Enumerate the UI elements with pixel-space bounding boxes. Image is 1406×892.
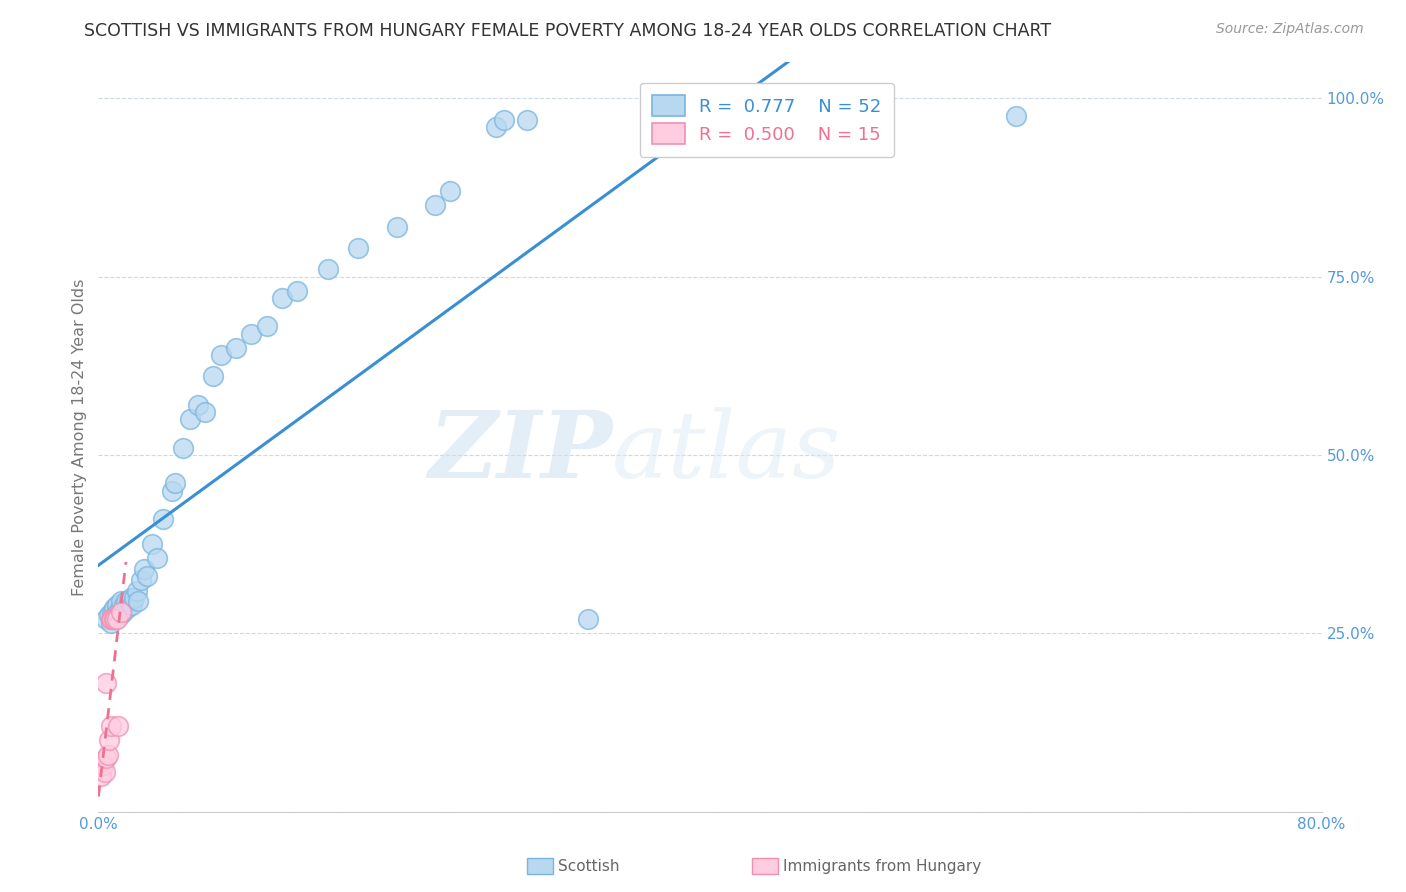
Point bbox=[145, 551, 167, 566]
Point bbox=[120, 591, 142, 605]
Point bbox=[136, 569, 159, 583]
Point bbox=[105, 612, 128, 626]
Point bbox=[91, 758, 114, 772]
Point bbox=[101, 605, 124, 619]
Point bbox=[423, 198, 446, 212]
Point bbox=[110, 605, 132, 619]
Point bbox=[104, 608, 127, 623]
Point bbox=[347, 241, 370, 255]
Point bbox=[439, 184, 461, 198]
Point bbox=[516, 112, 538, 127]
Point bbox=[94, 676, 117, 690]
Point bbox=[316, 262, 339, 277]
Point bbox=[115, 594, 138, 608]
Point bbox=[837, 112, 859, 127]
Point bbox=[209, 348, 232, 362]
Point bbox=[100, 612, 122, 626]
Point bbox=[112, 598, 135, 612]
Point bbox=[127, 594, 149, 608]
Text: Scottish: Scottish bbox=[558, 859, 620, 873]
Point bbox=[94, 751, 117, 765]
Point bbox=[104, 612, 127, 626]
Point bbox=[110, 601, 132, 615]
Point bbox=[172, 441, 194, 455]
Point bbox=[385, 219, 408, 234]
Point bbox=[129, 573, 152, 587]
Point bbox=[225, 341, 247, 355]
Point bbox=[107, 605, 129, 619]
Point bbox=[194, 405, 217, 419]
Point bbox=[240, 326, 263, 341]
Point bbox=[103, 601, 125, 615]
Point bbox=[94, 612, 117, 626]
Point bbox=[187, 398, 209, 412]
Text: SCOTTISH VS IMMIGRANTS FROM HUNGARY FEMALE POVERTY AMONG 18-24 YEAR OLDS CORRELA: SCOTTISH VS IMMIGRANTS FROM HUNGARY FEMA… bbox=[84, 22, 1052, 40]
Text: Immigrants from Hungary: Immigrants from Hungary bbox=[783, 859, 981, 873]
Point bbox=[152, 512, 174, 526]
Point bbox=[141, 537, 163, 551]
Point bbox=[117, 601, 139, 615]
Point bbox=[97, 747, 120, 762]
Point bbox=[1004, 109, 1026, 123]
Point bbox=[103, 612, 125, 626]
Point bbox=[100, 719, 122, 733]
Text: atlas: atlas bbox=[612, 407, 842, 497]
Point bbox=[179, 412, 201, 426]
Point bbox=[121, 598, 143, 612]
Point bbox=[98, 733, 121, 747]
Point bbox=[107, 719, 129, 733]
Point bbox=[100, 615, 122, 630]
Point bbox=[125, 583, 148, 598]
Point bbox=[101, 612, 124, 626]
Point bbox=[118, 594, 141, 608]
Point bbox=[270, 291, 292, 305]
Point bbox=[256, 319, 278, 334]
Text: Source: ZipAtlas.com: Source: ZipAtlas.com bbox=[1216, 22, 1364, 37]
Point bbox=[105, 598, 128, 612]
Point bbox=[485, 120, 508, 134]
Legend: R =  0.777    N = 52, R =  0.500    N = 15: R = 0.777 N = 52, R = 0.500 N = 15 bbox=[640, 83, 894, 157]
Point bbox=[90, 769, 112, 783]
Point bbox=[134, 562, 156, 576]
Y-axis label: Female Poverty Among 18-24 Year Olds: Female Poverty Among 18-24 Year Olds bbox=[72, 278, 87, 596]
Point bbox=[110, 594, 132, 608]
Point bbox=[98, 608, 121, 623]
Point bbox=[111, 605, 134, 619]
Point bbox=[202, 369, 225, 384]
Point bbox=[163, 476, 186, 491]
Point bbox=[160, 483, 183, 498]
Point bbox=[93, 765, 115, 780]
Point bbox=[285, 284, 308, 298]
Point bbox=[492, 112, 515, 127]
Point bbox=[122, 591, 145, 605]
Point bbox=[103, 612, 125, 626]
Point bbox=[576, 612, 599, 626]
Point bbox=[108, 608, 131, 623]
Text: ZIP: ZIP bbox=[427, 407, 612, 497]
